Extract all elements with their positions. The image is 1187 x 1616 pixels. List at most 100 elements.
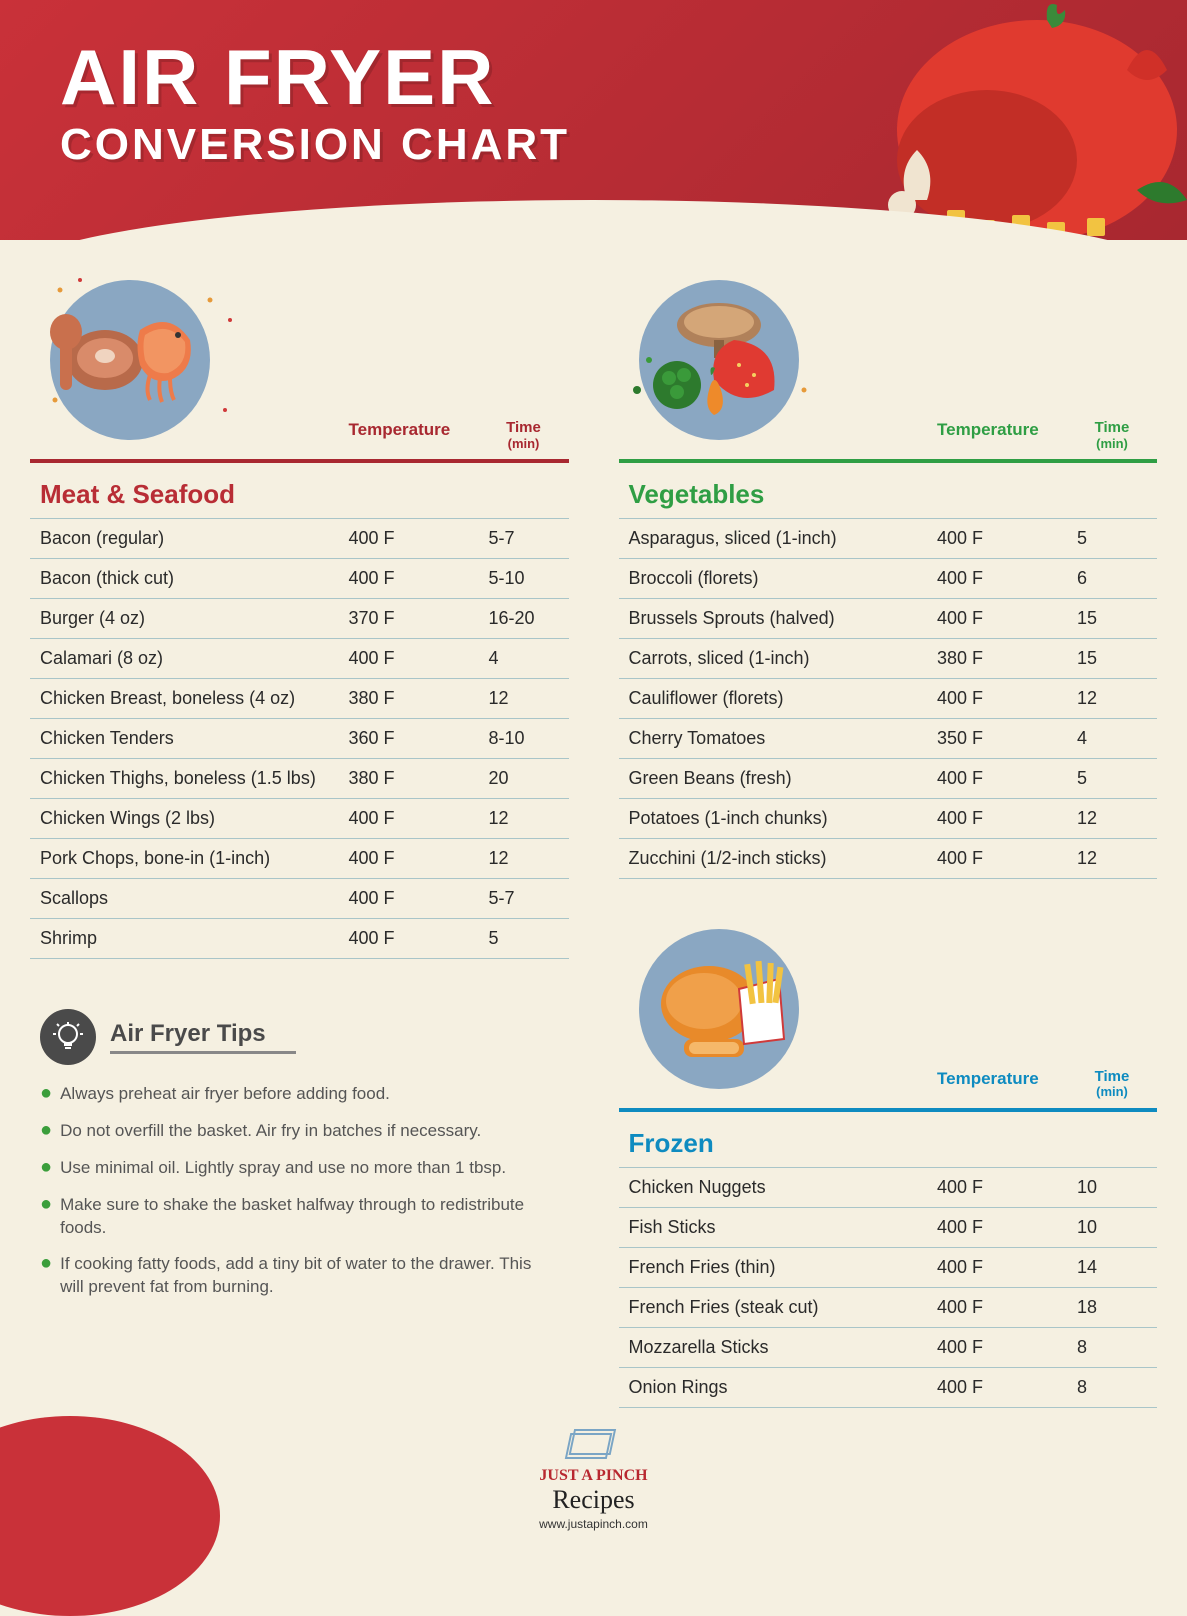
food-temp: 350 F — [937, 728, 1077, 749]
food-time: 5-10 — [489, 568, 559, 589]
food-name: Asparagus, sliced (1-inch) — [629, 528, 938, 549]
food-temp: 380 F — [349, 768, 489, 789]
food-temp: 400 F — [937, 1377, 1077, 1398]
table-row: Scallops400 F5-7 — [30, 879, 569, 919]
food-time: 5 — [489, 928, 559, 949]
food-name: Green Beans (fresh) — [629, 768, 938, 789]
food-temp: 400 F — [349, 568, 489, 589]
food-name: Potatoes (1-inch chunks) — [629, 808, 938, 829]
table-row: Mozzarella Sticks400 F8 — [619, 1328, 1158, 1368]
right-column: Temperature Time(min) Vegetables Asparag… — [619, 260, 1158, 1408]
food-name: Scallops — [40, 888, 349, 909]
table-row: Chicken Tenders360 F8-10 — [30, 719, 569, 759]
food-time: 6 — [1077, 568, 1147, 589]
food-time: 18 — [1077, 1297, 1147, 1318]
food-time: 5 — [1077, 768, 1147, 789]
food-time: 10 — [1077, 1217, 1147, 1238]
food-time: 15 — [1077, 648, 1147, 669]
food-time: 5-7 — [489, 528, 559, 549]
table-row: Potatoes (1-inch chunks)400 F12 — [619, 799, 1158, 839]
table-row: Pork Chops, bone-in (1-inch)400 F12 — [30, 839, 569, 879]
food-time: 20 — [489, 768, 559, 789]
table-row: Chicken Breast, boneless (4 oz)380 F12 — [30, 679, 569, 719]
food-temp: 400 F — [937, 608, 1077, 629]
food-name: Shrimp — [40, 928, 349, 949]
meat-rule — [30, 459, 569, 463]
food-time: 4 — [489, 648, 559, 669]
food-name: Chicken Wings (2 lbs) — [40, 808, 349, 829]
food-name: Calamari (8 oz) — [40, 648, 349, 669]
food-temp: 400 F — [349, 528, 489, 549]
food-name: Cherry Tomatoes — [629, 728, 938, 749]
food-time: 10 — [1077, 1177, 1147, 1198]
roast-chicken-illustration — [787, 0, 1187, 240]
food-time: 12 — [489, 808, 559, 829]
food-time: 4 — [1077, 728, 1147, 749]
table-row: Burger (4 oz)370 F16-20 — [30, 599, 569, 639]
table-row: French Fries (thin)400 F14 — [619, 1248, 1158, 1288]
tips-title: Air Fryer Tips — [110, 1020, 296, 1054]
food-name: Chicken Breast, boneless (4 oz) — [40, 688, 349, 709]
food-temp: 400 F — [349, 648, 489, 669]
frozen-table: Chicken Nuggets400 F10Fish Sticks400 F10… — [619, 1167, 1158, 1408]
tip-text: Always preheat air fryer before adding f… — [60, 1083, 390, 1106]
logo-top-text: JUST A PINCH — [539, 1467, 648, 1485]
table-row: Zucchini (1/2-inch sticks)400 F12 — [619, 839, 1158, 879]
logo-script-text: Recipes — [539, 1485, 648, 1515]
food-name: Bacon (regular) — [40, 528, 349, 549]
food-temp: 400 F — [937, 1337, 1077, 1358]
table-row: Onion Rings400 F8 — [619, 1368, 1158, 1408]
food-name: Carrots, sliced (1-inch) — [629, 648, 938, 669]
food-temp: 400 F — [937, 1217, 1077, 1238]
table-row: Shrimp400 F5 — [30, 919, 569, 959]
food-time: 12 — [489, 688, 559, 709]
food-time: 12 — [1077, 848, 1147, 869]
food-temp: 400 F — [937, 808, 1077, 829]
tip-text: Do not overfill the basket. Air fry in b… — [60, 1120, 481, 1143]
food-temp: 400 F — [349, 888, 489, 909]
food-name: Onion Rings — [629, 1377, 938, 1398]
food-time: 12 — [489, 848, 559, 869]
logo-url: www.justapinch.com — [539, 1517, 648, 1531]
food-temp: 400 F — [349, 928, 489, 949]
food-name: Cauliflower (florets) — [629, 688, 938, 709]
food-temp: 370 F — [349, 608, 489, 629]
content-area: Temperature Time(min) Meat & Seafood Bac… — [0, 240, 1187, 1408]
food-time: 12 — [1077, 808, 1147, 829]
meat-title: Meat & Seafood — [30, 469, 569, 518]
food-temp: 400 F — [937, 768, 1077, 789]
bullet-icon: ● — [40, 1253, 52, 1299]
tip-item: ●If cooking fatty foods, add a tiny bit … — [40, 1253, 559, 1299]
food-name: Bacon (thick cut) — [40, 568, 349, 589]
table-row: Bacon (thick cut)400 F5-10 — [30, 559, 569, 599]
table-row: Asparagus, sliced (1-inch)400 F5 — [619, 518, 1158, 559]
food-name: Chicken Nuggets — [629, 1177, 938, 1198]
food-time: 8-10 — [489, 728, 559, 749]
tip-item: ●Make sure to shake the basket halfway t… — [40, 1194, 559, 1240]
food-time: 8 — [1077, 1377, 1147, 1398]
food-time: 12 — [1077, 688, 1147, 709]
food-temp: 400 F — [937, 1297, 1077, 1318]
food-time: 5 — [1077, 528, 1147, 549]
food-temp: 380 F — [349, 688, 489, 709]
food-name: Chicken Tenders — [40, 728, 349, 749]
frozen-rule — [619, 1108, 1158, 1112]
table-row: Green Beans (fresh)400 F5 — [619, 759, 1158, 799]
left-column: Temperature Time(min) Meat & Seafood Bac… — [30, 260, 569, 1408]
header-banner: AIR FRYER CONVERSION CHART — [0, 0, 1187, 240]
meat-table: Bacon (regular)400 F5-7Bacon (thick cut)… — [30, 518, 569, 959]
table-row: Carrots, sliced (1-inch)380 F15 — [619, 639, 1158, 679]
food-name: Zucchini (1/2-inch sticks) — [629, 848, 938, 869]
food-temp: 400 F — [937, 1257, 1077, 1278]
bullet-icon: ● — [40, 1083, 52, 1106]
food-temp: 400 F — [937, 848, 1077, 869]
food-temp: 400 F — [937, 568, 1077, 589]
food-temp: 400 F — [349, 808, 489, 829]
food-name: French Fries (steak cut) — [629, 1297, 938, 1318]
food-temp: 400 F — [937, 1177, 1077, 1198]
food-temp: 400 F — [937, 688, 1077, 709]
food-name: Chicken Thighs, boneless (1.5 lbs) — [40, 768, 349, 789]
corner-decoration — [0, 1416, 220, 1616]
meat-illustration — [30, 260, 569, 440]
frozen-illustration — [619, 909, 1158, 1089]
